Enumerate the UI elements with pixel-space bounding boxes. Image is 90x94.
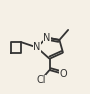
Text: N: N: [33, 42, 41, 52]
Text: Cl: Cl: [36, 75, 46, 85]
Text: N: N: [43, 33, 50, 43]
Text: O: O: [60, 69, 67, 79]
